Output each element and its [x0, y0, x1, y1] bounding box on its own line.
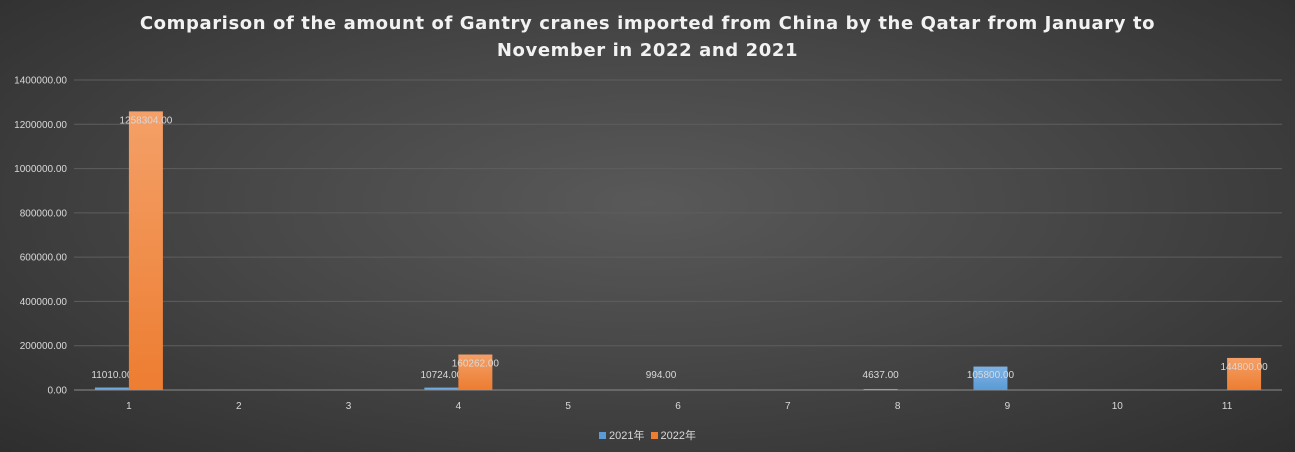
- y-tick-label: 600000.00: [20, 253, 68, 264]
- y-tick-label: 1400000.00: [14, 76, 67, 87]
- data-label: 11010.00: [91, 370, 132, 381]
- x-tick-label: 9: [1005, 401, 1011, 412]
- data-label: 4637.00: [863, 370, 900, 381]
- data-label: 10724.00: [421, 370, 463, 381]
- legend-item-2022: 2022年: [650, 427, 696, 443]
- chart-title: Comparison of the amount of Gantry crane…: [0, 10, 1295, 64]
- bar-2022年-1: [128, 111, 163, 390]
- x-tick-label: 10: [1112, 401, 1124, 412]
- x-tick-label: 11: [1222, 401, 1233, 412]
- legend-swatch-2021: [599, 431, 607, 439]
- x-tick-label: 7: [785, 401, 791, 412]
- legend-label-2021: 2021年: [609, 430, 645, 442]
- legend-label-2022: 2022年: [660, 430, 696, 442]
- chart-title-line-1: Comparison of the amount of Gantry crane…: [139, 13, 1156, 34]
- x-tick-label: 1: [126, 401, 132, 412]
- bar-2021年-9: [973, 366, 1008, 390]
- x-tick-label: 5: [565, 401, 571, 412]
- y-tick-label: 400000.00: [20, 297, 68, 308]
- data-label: 1258304.00: [119, 115, 172, 126]
- x-tick-label: 2: [236, 401, 242, 412]
- y-tick-label: 0.00: [48, 386, 68, 397]
- legend-swatch-2022: [650, 431, 658, 439]
- data-label: 994.00: [646, 370, 677, 381]
- bar-2021年-4: [424, 387, 459, 390]
- y-tick-label: 800000.00: [20, 208, 68, 219]
- legend-item-2021: 2021年: [599, 427, 645, 443]
- bar-2022年-11: [1227, 357, 1262, 390]
- bar-2021年-8: [863, 388, 898, 390]
- data-label: 105800.00: [967, 370, 1015, 381]
- x-tick-label: 3: [346, 401, 352, 412]
- data-label: 160262.00: [452, 359, 500, 370]
- y-tick-label: 1000000.00: [14, 164, 67, 175]
- legend: 2021年 2022年: [0, 427, 1295, 443]
- y-tick-label: 1200000.00: [14, 120, 67, 131]
- chart-title-line-2: November in 2022 and 2021: [496, 40, 799, 61]
- x-tick-label: 4: [456, 401, 462, 412]
- bar-2021年-1: [94, 387, 129, 390]
- data-label: 144800.00: [1220, 362, 1268, 373]
- x-tick-label: 6: [675, 401, 681, 412]
- y-tick-label: 200000.00: [20, 341, 68, 352]
- x-tick-label: 8: [895, 401, 901, 412]
- bar-2022年-4: [458, 354, 493, 390]
